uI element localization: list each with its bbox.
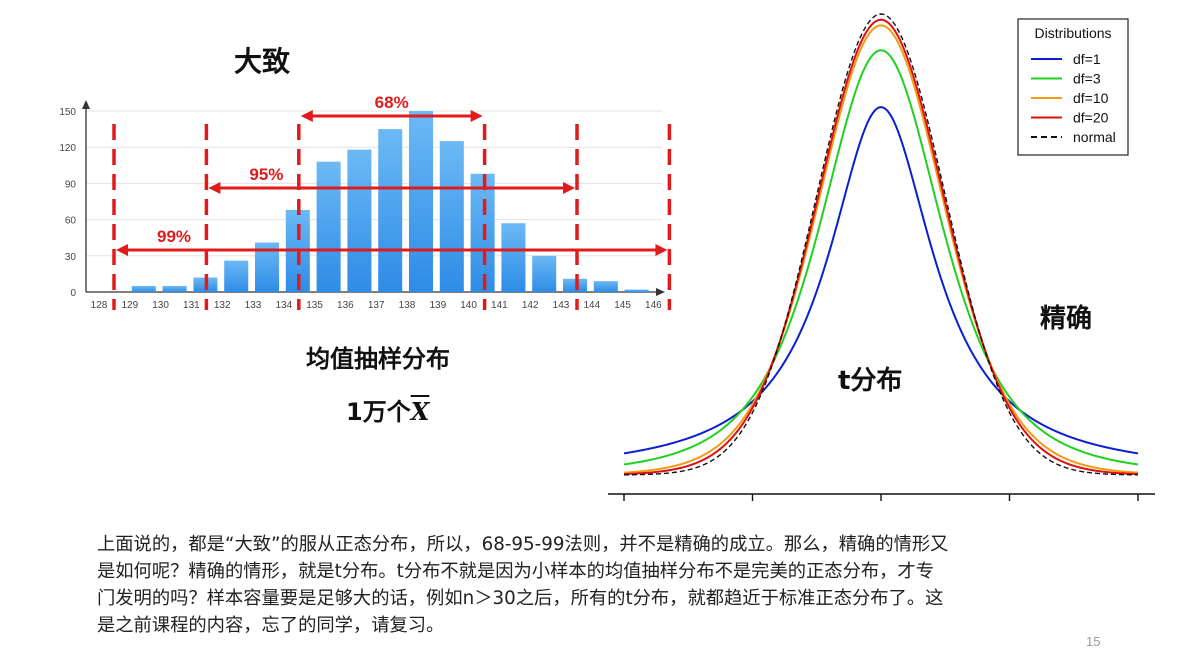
x-tick-label: 142 bbox=[522, 300, 539, 311]
sample-count-label: 1万个X bbox=[346, 392, 429, 427]
histogram-bar bbox=[347, 149, 372, 292]
x-tick-label: 141 bbox=[491, 300, 508, 311]
t-curve bbox=[623, 24, 1139, 474]
histogram-bar bbox=[378, 129, 403, 292]
t-distribution-label: t分布 bbox=[838, 366, 903, 396]
histogram-bar bbox=[532, 255, 557, 292]
y-tick-label: 120 bbox=[59, 143, 76, 154]
x-tick-label: 130 bbox=[152, 300, 169, 311]
y-tick-label: 150 bbox=[59, 107, 76, 118]
range-label: 99% bbox=[157, 227, 191, 246]
x-tick-label: 136 bbox=[337, 300, 354, 311]
legend-label: df=20 bbox=[1073, 110, 1109, 126]
histogram-ranges: 68% 95% 99% bbox=[112, 93, 672, 310]
t-axis bbox=[608, 493, 1155, 501]
x-axis-arrow bbox=[656, 288, 665, 296]
legend-label: df=10 bbox=[1073, 90, 1109, 106]
legend-label: df=3 bbox=[1073, 71, 1101, 87]
legend: Distributions df=1 df=3 df=10 df=20 normal bbox=[1017, 18, 1129, 156]
histogram-bar bbox=[501, 223, 526, 292]
page-number: 15 bbox=[1086, 634, 1101, 649]
range-arrow-head bbox=[470, 110, 483, 122]
range-arrow-head bbox=[563, 182, 575, 194]
rough-title: 大致 bbox=[234, 45, 291, 78]
histogram-bar bbox=[439, 141, 464, 292]
t-curve bbox=[623, 49, 1139, 466]
x-tick-label: 131 bbox=[183, 300, 200, 311]
histogram-chart: 0 30 60 90 120 150 128 129 130 131 132 133 134 135 136… bbox=[59, 93, 672, 311]
t-curves bbox=[623, 13, 1139, 476]
x-tick-label: 133 bbox=[245, 300, 262, 311]
range-arrow-head bbox=[208, 182, 221, 194]
y-axis-arrow bbox=[82, 100, 90, 109]
t-distribution-chart: Distributions df=1 df=3 df=10 df=20 normal bbox=[608, 13, 1155, 501]
histogram-bar bbox=[563, 278, 588, 292]
body-line: 是之前课程的内容，忘了的同学，请复习。 bbox=[97, 615, 445, 636]
range-arrow-head bbox=[655, 244, 668, 256]
range-arrow-head bbox=[116, 244, 128, 256]
range-arrow-head bbox=[300, 110, 313, 122]
legend-label: normal bbox=[1073, 129, 1116, 145]
body-line: 上面说的，都是“大致”的服从正态分布，所以，68-95-99法则，并不是精确的成… bbox=[97, 534, 949, 555]
range-label: 68% bbox=[375, 93, 409, 112]
x-tick-label: 128 bbox=[91, 300, 108, 311]
x-tick-label: 140 bbox=[460, 300, 477, 311]
y-tick-label: 60 bbox=[65, 216, 77, 227]
range-label: 95% bbox=[249, 165, 283, 184]
legend-box bbox=[1017, 18, 1129, 156]
legend-label: df=1 bbox=[1073, 51, 1101, 67]
x-tick-label: 145 bbox=[614, 300, 631, 311]
histogram-bar bbox=[624, 289, 649, 292]
body-line: 是如何呢？精确的情形，就是t分布。t分布不就是因为小样本的均值抽样分布不是完美的… bbox=[97, 561, 934, 582]
sample-count-prefix: 1万个 bbox=[346, 398, 411, 426]
histogram-bar bbox=[470, 173, 495, 292]
x-tick-label: 137 bbox=[368, 300, 385, 311]
x-tick-label: 134 bbox=[275, 300, 292, 311]
x-tick-label: 138 bbox=[399, 300, 416, 311]
legend-title: Distributions bbox=[1034, 25, 1111, 41]
y-tick-label: 0 bbox=[70, 288, 76, 299]
histogram-bar bbox=[162, 285, 187, 292]
t-curve bbox=[623, 18, 1139, 476]
sample-mean-symbol: X bbox=[410, 397, 430, 426]
histogram-bar bbox=[224, 260, 249, 292]
precise-title: 精确 bbox=[1040, 304, 1093, 334]
x-tick-label: 139 bbox=[429, 300, 446, 311]
x-tick-label: 132 bbox=[214, 300, 231, 311]
body-text: 上面说的，都是“大致”的服从正态分布，所以，68-95-99法则，并不是精确的成… bbox=[97, 531, 1127, 639]
x-tick-label: 143 bbox=[553, 300, 570, 311]
histogram-bar bbox=[593, 281, 618, 292]
body-line: 门发明的吗？样本容量要是足够大的话，例如n＞30之后，所有的t分布，就都趋近于标… bbox=[97, 588, 944, 609]
histogram-bar bbox=[316, 161, 341, 292]
histogram-caption: 均值抽样分布 bbox=[306, 345, 450, 373]
t-curve bbox=[623, 106, 1139, 455]
x-tick-label: 135 bbox=[306, 300, 323, 311]
t-curve bbox=[623, 13, 1139, 476]
histogram-bar bbox=[131, 285, 156, 292]
y-tick-label: 90 bbox=[65, 179, 77, 190]
x-tick-label: 129 bbox=[121, 300, 138, 311]
y-tick-label: 30 bbox=[65, 252, 77, 263]
x-tick-label: 146 bbox=[645, 300, 662, 311]
histogram-bar bbox=[409, 111, 434, 292]
x-tick-label: 144 bbox=[583, 300, 600, 311]
